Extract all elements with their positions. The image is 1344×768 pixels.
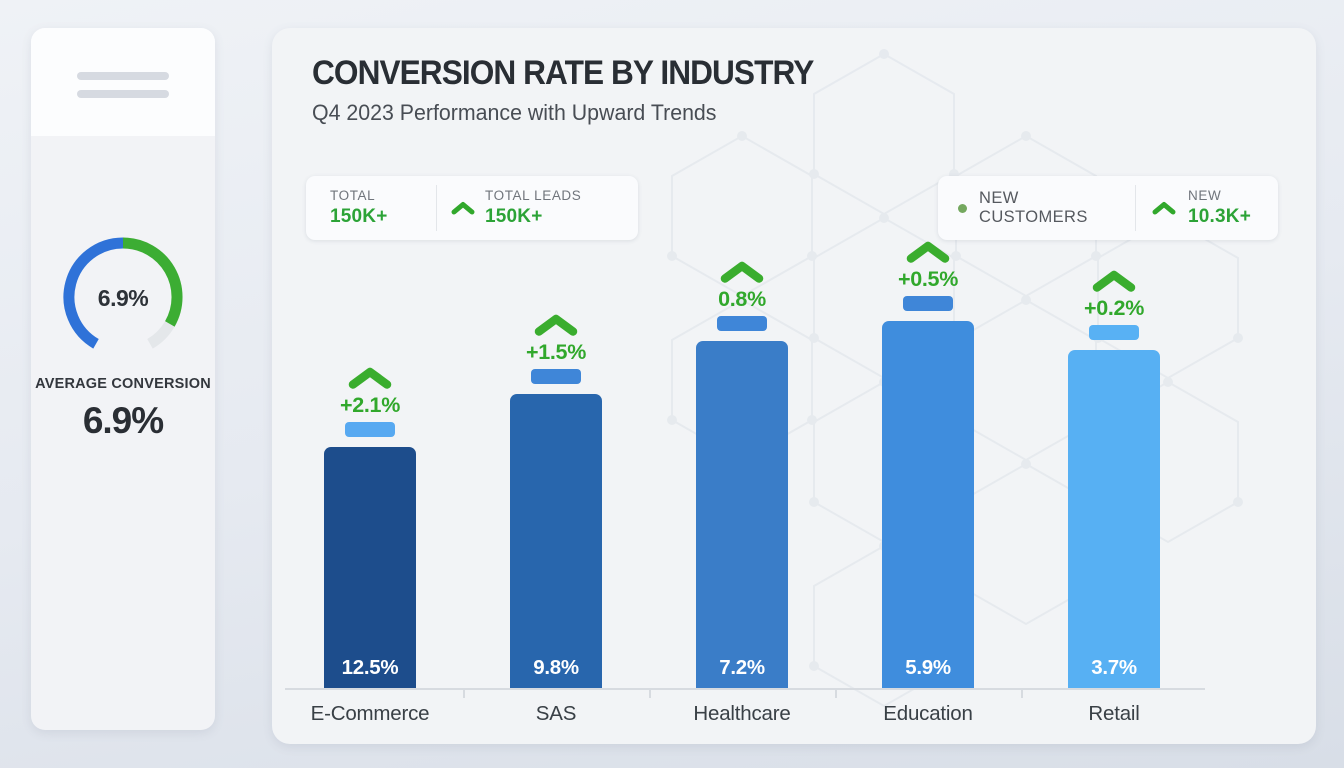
conversion-gauge: 6.9% bbox=[63, 237, 183, 357]
category-label: Retail bbox=[1088, 702, 1140, 725]
growth-pill bbox=[1089, 325, 1139, 340]
axis-tick bbox=[649, 689, 651, 698]
page-title: CONVERSION RATE BY INDUSTRY bbox=[312, 54, 814, 92]
badge-divider bbox=[1135, 185, 1136, 231]
category-label: SAS bbox=[535, 702, 577, 725]
growth-delta-label: +1.5% bbox=[525, 340, 587, 364]
badge-divider bbox=[436, 185, 437, 231]
menu-line bbox=[77, 90, 169, 98]
trend-up-chevron-icon bbox=[534, 314, 578, 336]
totals-badge: TOTAL 150K+ TOTAL LEADS 150K+ bbox=[306, 176, 638, 240]
new-customers-label: NEW CUSTOMERS bbox=[979, 189, 1088, 226]
menu-line bbox=[77, 72, 169, 80]
bar-value-label: 3.7% bbox=[1091, 656, 1137, 679]
average-conversion-value: 6.9% bbox=[82, 400, 164, 441]
gauge-arc bbox=[63, 237, 183, 349]
sidebar-header bbox=[31, 28, 215, 136]
x-axis-line bbox=[285, 688, 1205, 690]
bar-value-label: 5.9% bbox=[905, 656, 951, 679]
growth-pill bbox=[903, 296, 953, 311]
trend-up-chevron-icon bbox=[720, 261, 764, 283]
category-label: Healthcare bbox=[693, 702, 791, 725]
axis-tick bbox=[1021, 689, 1023, 698]
new-customers-badge: NEW CUSTOMERS NEW 10.3K+ bbox=[938, 176, 1278, 240]
growth-delta-label: 0.8% bbox=[718, 287, 766, 311]
bar-group: +0.2% 3.7% bbox=[1068, 268, 1160, 688]
growth-delta-label: +0.5% bbox=[897, 267, 959, 291]
total-leads-label: TOTAL LEADS bbox=[485, 188, 582, 203]
bar: 5.9% bbox=[882, 321, 974, 688]
bar-group: +0.5% 5.9% bbox=[882, 239, 974, 688]
axis-tick bbox=[463, 689, 465, 698]
bar: 3.7% bbox=[1068, 350, 1160, 688]
total-value: 150K+ bbox=[330, 206, 388, 227]
average-conversion-label: AVERAGE CONVERSION bbox=[35, 376, 211, 392]
bar: 7.2% bbox=[696, 341, 788, 688]
bar-group: +2.1% 12.5% bbox=[324, 365, 416, 688]
page-subtitle: Q4 2023 Performance with Upward Trends bbox=[312, 100, 717, 125]
bar-chart: +2.1% 12.5% E-Commerce +1.5% 9.8% SAS 0.… bbox=[272, 28, 1316, 744]
growth-delta-label: +2.1% bbox=[339, 393, 401, 417]
category-label: E-Commerce bbox=[310, 702, 430, 725]
bar: 9.8% bbox=[510, 394, 602, 688]
total-label: TOTAL bbox=[330, 188, 376, 203]
axis-tick bbox=[835, 689, 837, 698]
chevron-up-icon bbox=[1152, 202, 1176, 215]
bar: 12.5% bbox=[324, 447, 416, 688]
menu-icon[interactable] bbox=[77, 72, 169, 108]
bar-group: 0.8% 7.2% bbox=[696, 259, 788, 688]
chart-card: CONVERSION RATE BY INDUSTRY Q4 2023 Perf… bbox=[272, 28, 1316, 744]
gauge-value: 6.9% bbox=[97, 285, 149, 311]
sidebar-card: 6.9% AVERAGE CONVERSION 6.9% bbox=[31, 28, 215, 730]
growth-delta-label: +0.2% bbox=[1083, 296, 1145, 320]
bar-value-label: 12.5% bbox=[341, 656, 399, 679]
bar-group: +1.5% 9.8% bbox=[510, 312, 602, 688]
growth-pill bbox=[717, 316, 767, 331]
bar-value-label: 9.8% bbox=[533, 656, 579, 679]
new-label: NEW bbox=[1188, 188, 1222, 203]
new-value: 10.3K+ bbox=[1188, 206, 1251, 227]
chevron-up-icon bbox=[451, 202, 475, 215]
dot-icon bbox=[958, 203, 967, 213]
trend-up-chevron-icon bbox=[348, 367, 392, 389]
trend-up-chevron-icon bbox=[906, 241, 950, 263]
category-label: Education bbox=[883, 702, 973, 725]
trend-up-chevron-icon bbox=[1092, 270, 1136, 292]
bar-value-label: 7.2% bbox=[719, 656, 765, 679]
growth-pill bbox=[345, 422, 395, 437]
total-leads-value: 150K+ bbox=[485, 206, 543, 227]
growth-pill bbox=[531, 369, 581, 384]
